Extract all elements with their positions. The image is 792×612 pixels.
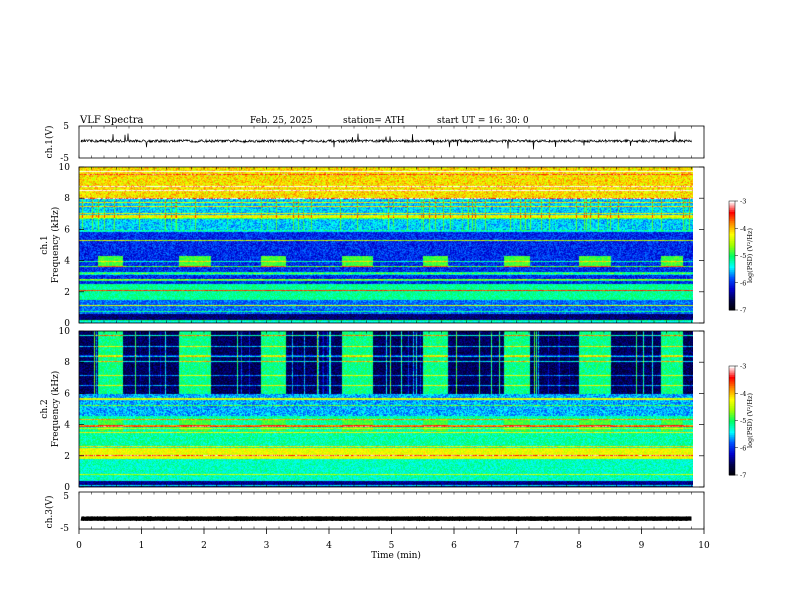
ch1-waveform-frame <box>78 125 705 159</box>
colorbar-tick-2--6: -6 <box>740 444 746 452</box>
ch1-spectrogram-ylabel-frequency: Frequency (kHz) <box>50 207 61 284</box>
ch3-waveform-panel: 5 -5 ch.3(V) <box>44 491 705 534</box>
start-time-label: start UT = 16: 30: 0 <box>437 116 529 126</box>
station-label: station= ATH <box>343 116 405 126</box>
time-tick-label-4: 4 <box>326 541 332 551</box>
time-tick-label-10: 10 <box>698 541 710 551</box>
time-axis-label: Time (min) <box>371 550 421 561</box>
time-tick-label-8: 8 <box>576 541 582 551</box>
ch2-spectrogram-ylabel-frequency: Frequency (kHz) <box>50 371 61 448</box>
colorbar-tick-1--4: -4 <box>740 225 746 233</box>
ch1-spectrogram-panel: 0 2 4 6 8 10 ch.1 Frequency (kHz) -3 -4 -5 -6 -7 l… <box>40 163 754 329</box>
colorbar-label-1: log(PSD) (V²/Hz) <box>746 228 754 283</box>
colorbar-tick-2--4: -4 <box>740 390 746 398</box>
spec1-ytick-8: 8 <box>64 194 70 204</box>
spec1-ytick-10: 10 <box>59 163 71 173</box>
time-tick-label-0: 0 <box>76 541 82 551</box>
spec2-ytick-10: 10 <box>59 327 71 337</box>
ch1-spectrogram-ylabel-channel: ch.1 <box>40 235 50 254</box>
ch1-ytick-top: 5 <box>63 122 69 132</box>
ch1-waveform-line <box>80 131 692 150</box>
spec2-ytick-2: 2 <box>64 452 70 462</box>
colorbar-tick-2--7: -7 <box>740 472 746 480</box>
ch1-waveform-panel: 5 -5 ch.1(V) <box>44 122 705 164</box>
time-tick-label-7: 7 <box>514 541 520 551</box>
colorbar-label-2: log(PSD) (V²/Hz) <box>746 393 754 448</box>
spec1-ytick-0: 0 <box>64 319 70 329</box>
spec2-ytick-6: 6 <box>64 389 70 399</box>
colorbar-tick-1--6: -6 <box>740 279 746 287</box>
ch3-waveform-frame <box>78 491 705 530</box>
colorbar-tick-1--7: -7 <box>740 307 746 315</box>
ch3-ytick-top: 5 <box>63 492 69 502</box>
ch1-waveform-ylabel: ch.1(V) <box>44 126 55 159</box>
ch2-spectrogram-panel: 0 2 4 6 8 10 ch.2 Frequency (kHz) -3 -4 -5 -6 -7 l… <box>40 327 754 493</box>
time-tick-label-3: 3 <box>264 541 270 551</box>
spec1-ytick-4: 4 <box>64 257 70 267</box>
ch1-ytick-bottom: -5 <box>60 154 69 164</box>
spec1-ytick-6: 6 <box>64 225 70 235</box>
time-tick-label-5: 5 <box>389 541 395 551</box>
colorbar-tick-1--5: -5 <box>740 252 746 260</box>
date-label: Feb. 25, 2025 <box>250 116 313 126</box>
colorbar-tick-2--3: -3 <box>740 363 746 371</box>
colorbar-tick-2--5: -5 <box>740 417 746 425</box>
ch1-spectrogram-image <box>79 167 693 323</box>
time-tick-label-6: 6 <box>451 541 457 551</box>
colorbar-tick-1--3: -3 <box>740 198 746 206</box>
figure-title: VLF Spectra <box>79 115 144 126</box>
time-tick-label-9: 9 <box>639 541 645 551</box>
spec1-ytick-2: 2 <box>64 288 70 298</box>
ch3-ytick-bottom: -5 <box>60 524 69 534</box>
ch2-spectrogram-image <box>79 331 693 487</box>
spec2-ytick-0: 0 <box>64 483 70 493</box>
time-tick-label-2: 2 <box>201 541 207 551</box>
ch2-spectrogram-ylabel-channel: ch.2 <box>40 399 50 418</box>
ch3-waveform-ylabel: ch.3(V) <box>44 496 55 529</box>
time-axis: 0 1 2 3 4 5 6 7 8 9 10 <box>76 126 710 551</box>
spec2-ytick-8: 8 <box>64 358 70 368</box>
spec2-ytick-4: 4 <box>64 421 70 431</box>
time-tick-label-1: 1 <box>139 541 145 551</box>
